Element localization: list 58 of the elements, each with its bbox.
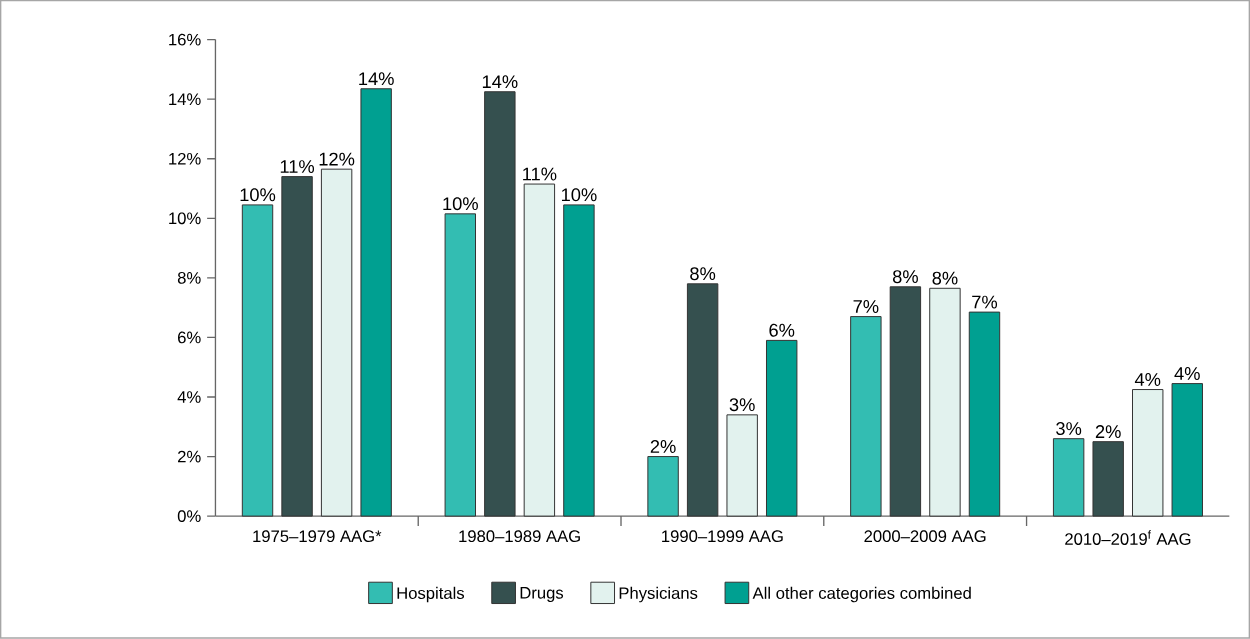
bar: [889, 286, 922, 517]
bar: [1052, 438, 1085, 517]
y-tick-label: 8%: [177, 272, 201, 284]
bar: [726, 414, 758, 517]
x-tick-label: 1980–1989 AAG: [459, 530, 580, 543]
y-tick-label: 2%: [178, 450, 201, 463]
bar: [281, 176, 313, 517]
legend-label: Physicians: [619, 586, 698, 603]
data-label: 14%: [482, 75, 518, 89]
data-label: 4%: [1134, 373, 1161, 387]
y-tick-label: 14%: [169, 93, 201, 106]
data-label: 6%: [769, 323, 795, 337]
data-label: 3%: [729, 398, 755, 412]
data-label: 8%: [932, 271, 958, 285]
x-tick-label: 2010–2019$^{f}$ AAG: [1065, 530, 1191, 546]
y-tick-label: 16%: [169, 33, 201, 46]
y-tick-label: 4%: [177, 391, 201, 403]
data-label: 11%: [280, 160, 315, 174]
bar: [444, 213, 477, 517]
data-label: 7%: [972, 295, 998, 309]
data-label: 12%: [319, 152, 355, 166]
bar: [360, 88, 392, 517]
bar: [320, 168, 353, 517]
x-tick-label: 2000–2009 AAG: [864, 530, 986, 543]
y-tick-label: 10%: [169, 212, 201, 225]
bar: [850, 316, 882, 517]
data-label: 10%: [561, 188, 597, 202]
bar: [1132, 389, 1164, 517]
legend-label: Hospitals: [397, 586, 465, 603]
bar: [241, 204, 274, 517]
data-label: 10%: [443, 197, 478, 211]
y-tick-label: 6%: [178, 331, 201, 344]
data-label: 8%: [892, 270, 918, 284]
bar: [929, 287, 961, 517]
data-label: 2%: [1095, 425, 1121, 439]
data-label: 8%: [690, 267, 716, 281]
data-label: 11%: [523, 167, 557, 181]
legend-label: Drugs: [520, 587, 564, 603]
bar: [1092, 441, 1124, 517]
y-tick-label: 0%: [177, 510, 201, 523]
legend-label: All other categories combined: [752, 586, 971, 603]
bar: [968, 311, 1001, 517]
data-label: 3%: [1056, 422, 1082, 436]
data-label: 10%: [240, 188, 276, 202]
x-tick-label: 1975–1979 AAG*: [253, 530, 382, 543]
y-tick-label: 12%: [169, 153, 201, 165]
bar: [647, 456, 679, 517]
data-label: 14%: [359, 72, 394, 86]
bar: [563, 204, 595, 517]
bar: [523, 183, 556, 517]
bar: [1171, 383, 1203, 517]
bar: [686, 283, 719, 517]
data-label: 4%: [1174, 367, 1200, 381]
bar: [484, 91, 516, 517]
data-label: 2%: [650, 440, 676, 454]
bar: [765, 340, 798, 517]
x-tick-label: 1990–1999 AAG: [662, 530, 783, 543]
data-label: 7%: [853, 300, 879, 314]
